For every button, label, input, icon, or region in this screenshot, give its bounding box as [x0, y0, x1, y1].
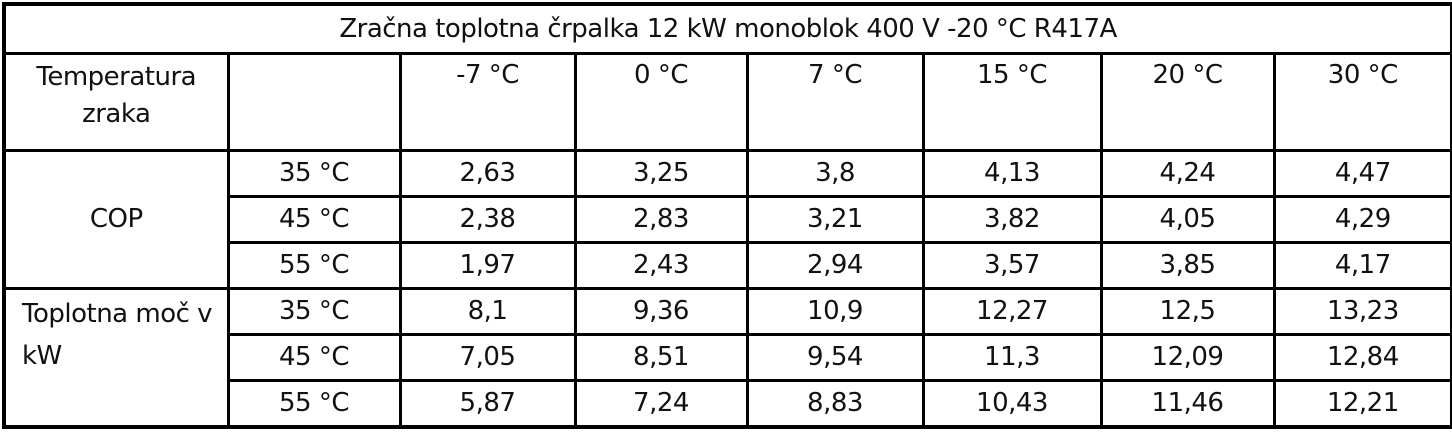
table-row: 45 °C 7,05 8,51 9,54 11,3 12,09 12,84 [4, 333, 1452, 382]
water-temp-cell: 45 °C [226, 195, 402, 245]
value-cell: 8,83 [745, 379, 925, 429]
group-label-heating-power: Toplotna moč v kW [2, 287, 230, 429]
value-cell: 7,24 [573, 379, 749, 429]
value-cell: 3,21 [745, 195, 925, 245]
value-cell: 5,87 [398, 379, 577, 429]
header-air-temp: 0 °C [573, 52, 749, 153]
table-row: 55 °C 5,87 7,24 8,83 10,43 11,46 12,21 [4, 379, 1452, 429]
value-cell: 4,13 [921, 149, 1103, 199]
value-cell: 9,54 [745, 333, 925, 382]
value-cell: 1,97 [398, 241, 577, 291]
value-cell: 11,46 [1099, 379, 1276, 429]
water-temp-cell: 55 °C [226, 241, 402, 291]
value-cell: 8,1 [398, 287, 577, 337]
header-air-temp: -7 °C [398, 52, 577, 153]
header-air-temp: 7 °C [745, 52, 925, 153]
group-label-cop: COP [2, 149, 230, 291]
table-row: 55 °C 1,97 2,43 2,94 3,57 3,85 4,17 [4, 241, 1452, 291]
value-cell: 4,05 [1099, 195, 1276, 245]
header-air-temp: 30 °C [1272, 52, 1452, 153]
value-cell: 3,57 [921, 241, 1103, 291]
value-cell: 10,9 [745, 287, 925, 337]
value-cell: 12,21 [1272, 379, 1452, 429]
water-temp-cell: 35 °C [226, 149, 402, 199]
air-temperature-label: Temperatura zraka [2, 52, 230, 153]
value-cell: 2,43 [573, 241, 749, 291]
value-cell: 4,47 [1272, 149, 1452, 199]
value-cell: 2,83 [573, 195, 749, 245]
title-row: Zračna toplotna črpalka 12 kW monoblok 4… [2, 2, 1452, 56]
value-cell: 12,84 [1272, 333, 1452, 382]
value-cell: 9,36 [573, 287, 749, 337]
value-cell: 12,5 [1099, 287, 1276, 337]
header-air-temp: 20 °C [1099, 52, 1276, 153]
value-cell: 4,24 [1099, 149, 1276, 199]
value-cell: 2,63 [398, 149, 577, 199]
header-empty-cell [226, 52, 402, 153]
value-cell: 4,29 [1272, 195, 1452, 245]
header-row: Temperatura zraka -7 °C 0 °C 7 °C 15 °C … [2, 52, 1452, 153]
value-cell: 3,8 [745, 149, 925, 199]
value-cell: 10,43 [921, 379, 1103, 429]
table-row: Toplotna moč v kW 35 °C 8,1 9,36 10,9 12… [2, 287, 1452, 429]
water-temp-cell: 35 °C [226, 287, 402, 337]
value-cell: 3,85 [1099, 241, 1276, 291]
value-cell: 7,05 [398, 333, 577, 382]
table-row: 45 °C 2,38 2,83 3,21 3,82 4,05 4,29 [4, 195, 1452, 245]
value-cell: 2,94 [745, 241, 925, 291]
value-cell: 8,51 [573, 333, 749, 382]
water-temp-cell: 45 °C [226, 333, 402, 382]
table-title: Zračna toplotna črpalka 12 kW monoblok 4… [2, 2, 1452, 56]
table-row: COP 35 °C 2,63 3,25 3,8 4,13 4,24 4,47 [2, 149, 1452, 291]
value-cell: 12,09 [1099, 333, 1276, 382]
value-cell: 2,38 [398, 195, 577, 245]
value-cell: 3,25 [573, 149, 749, 199]
value-cell: 11,3 [921, 333, 1103, 382]
header-air-temp: 15 °C [921, 52, 1103, 153]
water-temp-cell: 55 °C [226, 379, 402, 429]
value-cell: 4,17 [1272, 241, 1452, 291]
value-cell: 12,27 [921, 287, 1103, 337]
value-cell: 13,23 [1272, 287, 1452, 337]
value-cell: 3,82 [921, 195, 1103, 245]
